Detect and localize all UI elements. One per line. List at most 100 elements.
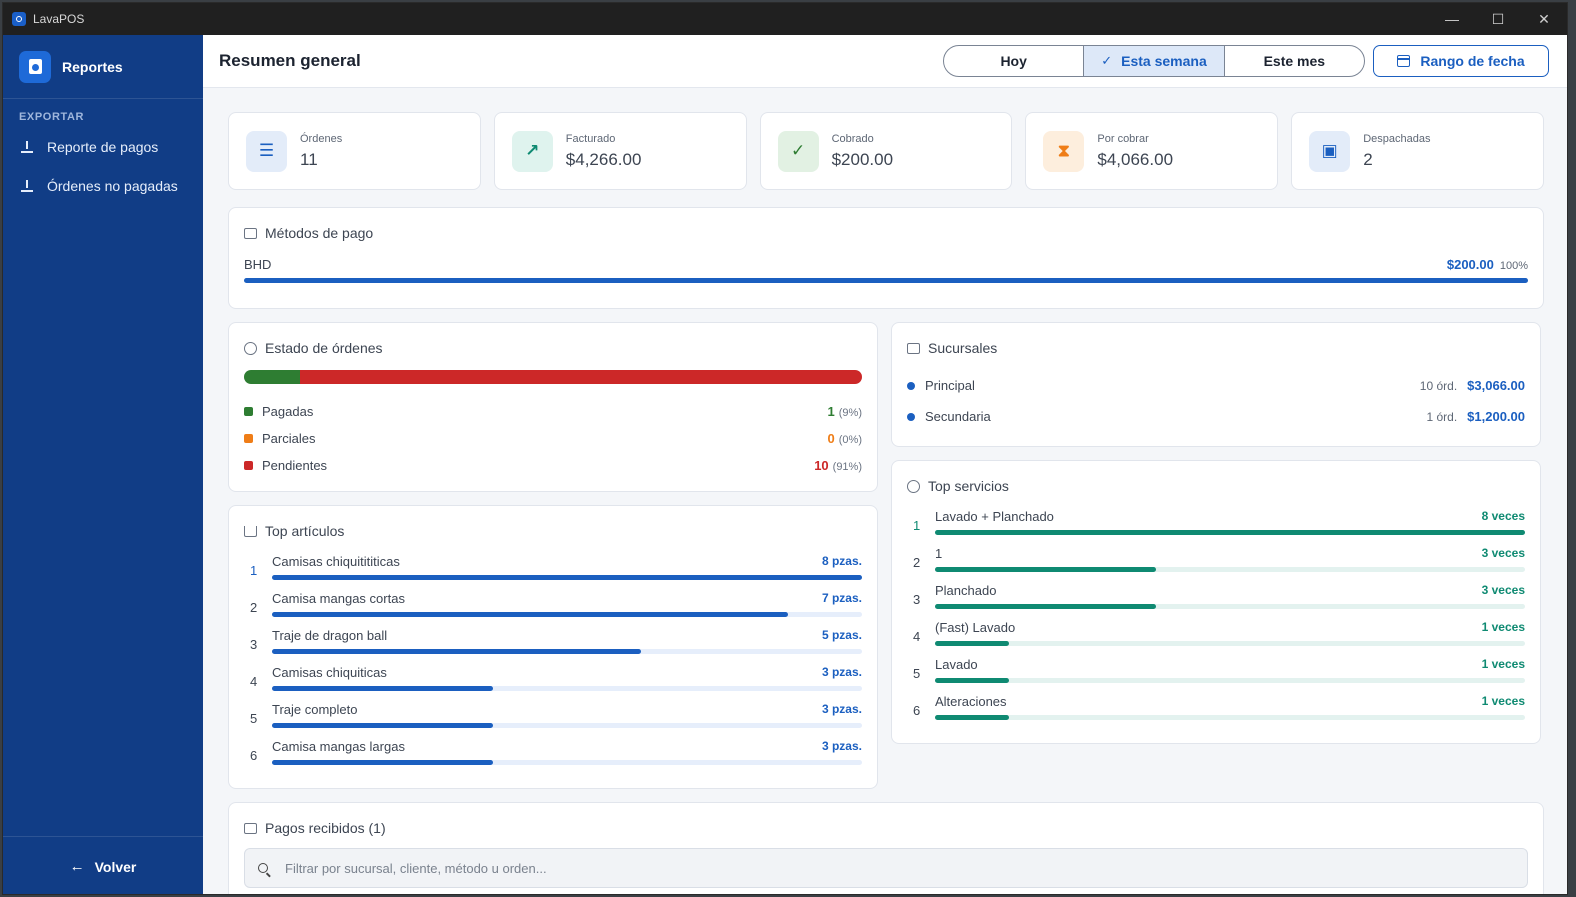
list-item: 1 Camisas chiquitititicas 8 pzas.	[244, 549, 862, 586]
rank-body: Camisa mangas largas 3 pzas.	[272, 734, 862, 765]
rank-bar-track	[272, 649, 862, 654]
credit-card-icon	[244, 227, 257, 239]
rank-body: Lavado + Planchado 8 veces	[935, 504, 1525, 535]
rank-head: Lavado + Planchado 8 veces	[935, 504, 1525, 524]
rank-name: Camisa mangas largas	[272, 739, 405, 754]
period-this-month[interactable]: Este mes	[1263, 53, 1326, 69]
list-item: 1 Lavado + Planchado 8 veces	[907, 504, 1525, 541]
rank-value: 5 pzas.	[821, 628, 862, 642]
rank-value: 1 veces	[1481, 620, 1525, 634]
receipt-icon: ☰	[246, 130, 287, 172]
rank-bar-fill	[272, 575, 862, 580]
sidebar-item-unpaid-orders[interactable]: Órdenes no pagadas	[3, 166, 203, 205]
sidebar-item-payments-report[interactable]: Reporte de pagos	[3, 127, 203, 166]
rank-number: 2	[913, 555, 921, 570]
window-title: LavaPOS	[33, 12, 85, 26]
check-icon: ✓	[1101, 53, 1113, 68]
rank-head: Camisa mangas cortas 7 pzas.	[272, 586, 862, 606]
rank-name: Traje de dragon ball	[272, 628, 388, 643]
rank-bar-track	[935, 715, 1525, 720]
legend-pct: (9%)	[838, 407, 862, 419]
branch-left: Secundaria	[907, 409, 991, 424]
stat-label: Cobrado	[831, 132, 874, 145]
branch-name: Principal	[925, 378, 975, 393]
back-button[interactable]: ← Volver	[3, 836, 203, 894]
maximize-icon[interactable]: ☐	[1491, 10, 1505, 27]
top-services-card: Top servicios 1 Lavado + Planchado 8 veces…	[891, 460, 1541, 744]
truck-icon: ▣	[1309, 130, 1351, 172]
branch-name: Secundaria	[925, 409, 991, 424]
rank-bar-fill	[272, 649, 641, 654]
sidebar: Reportes EXPORTAR Reporte de pagos Órden…	[3, 35, 203, 894]
order-status-bar	[244, 370, 862, 384]
rank-name: Lavado	[935, 657, 978, 672]
close-icon[interactable]: ✕	[1538, 10, 1550, 27]
branch-count: 1 órd.	[1426, 410, 1458, 424]
branch-dot	[907, 381, 915, 390]
stat-value: $4,066.00	[1097, 149, 1174, 169]
payments-received-card: Pagos recibidos (1)	[228, 802, 1544, 894]
rank-body: Lavado 1 veces	[935, 652, 1525, 683]
stats-row: ☰ Órdenes 11 ↗ Facturado $4,266.00 ✓ Cobrado $20…	[228, 112, 1544, 190]
stat-value: 2	[1363, 149, 1373, 169]
period-selector: Hoy ✓ Esta semana Este mes	[943, 45, 1365, 77]
list-item: 4 (Fast) Lavado 1 veces	[907, 615, 1525, 652]
card-title: Pagos recibidos (1)	[265, 820, 386, 836]
rank-bar-track	[935, 604, 1525, 609]
check-circle-icon: ✓	[777, 130, 819, 172]
stat-label: Por cobrar	[1097, 132, 1149, 145]
list-item: 3 Planchado 3 veces	[907, 578, 1525, 615]
rank-number: 4	[913, 629, 921, 644]
list-item: 6 Alteraciones 1 veces	[907, 689, 1525, 726]
rank-value: 1 veces	[1481, 657, 1525, 671]
rank-number: 4	[250, 674, 258, 689]
branches-card: Sucursales Principal 10 órd. $3,066.00 Secu…	[891, 322, 1541, 447]
rank-bar-fill	[935, 641, 1009, 646]
rank-value: 3 pzas.	[821, 665, 862, 679]
rank-head: 1 3 veces	[935, 541, 1525, 561]
period-this-week[interactable]: ✓ Esta semana	[1084, 46, 1225, 76]
branch-amount: $3,066.00	[1467, 378, 1525, 393]
main-content: Resumen general Hoy ✓ Esta semana Este me…	[203, 35, 1567, 894]
sidebar-brand[interactable]: Reportes	[3, 35, 203, 99]
rank-bar-fill	[935, 530, 1525, 535]
status-segment	[299, 370, 862, 384]
list-item: 5 Traje completo 3 pzas.	[244, 697, 862, 734]
legend-swatch	[244, 407, 253, 416]
stat-value: $200.00	[831, 149, 894, 169]
branch-row[interactable]: Secundaria 1 órd. $1,200.00	[907, 401, 1525, 432]
pie-chart-icon	[244, 341, 257, 355]
rank-body: (Fast) Lavado 1 veces	[935, 615, 1525, 646]
store-icon	[907, 342, 920, 354]
branch-row[interactable]: Principal 10 órd. $3,066.00	[907, 370, 1525, 401]
rank-head: Traje de dragon ball 5 pzas.	[272, 623, 862, 643]
rank-name: Camisa mangas cortas	[272, 591, 405, 606]
rank-bar-track	[272, 723, 862, 728]
search-input[interactable]	[285, 860, 1385, 876]
service-icon	[907, 479, 920, 493]
branch-count: 10 órd.	[1419, 379, 1458, 393]
top-articles-card: Top artículos 1 Camisas chiquitititicas 8 …	[228, 505, 878, 789]
branch-left: Principal	[907, 378, 975, 393]
hanger-icon	[244, 525, 257, 537]
date-range-button[interactable]: Rango de fecha	[1373, 45, 1549, 77]
rank-number: 3	[913, 592, 921, 607]
rank-name: (Fast) Lavado	[935, 620, 1016, 635]
download-icon	[21, 140, 33, 153]
legend-left: Pendientes	[244, 458, 327, 473]
rank-value: 3 veces	[1481, 583, 1525, 597]
legend-value: 10	[814, 458, 829, 473]
rank-number: 1	[250, 563, 258, 578]
calendar-icon	[1397, 55, 1411, 67]
rank-bar-fill	[272, 723, 494, 728]
rank-bar-fill	[935, 715, 1009, 720]
trending-up-icon: ↗	[511, 130, 553, 172]
card-title: Sucursales	[928, 340, 998, 356]
list-item: 5 Lavado 1 veces	[907, 652, 1525, 689]
rank-head: Camisa mangas largas 3 pzas.	[272, 734, 862, 754]
rank-body: Planchado 3 veces	[935, 578, 1525, 609]
rank-name: Traje completo	[272, 702, 358, 717]
period-today[interactable]: Hoy	[944, 46, 1085, 76]
minimize-icon[interactable]: —	[1445, 11, 1459, 27]
stat-card: ✓ Cobrado $200.00	[759, 112, 1013, 190]
